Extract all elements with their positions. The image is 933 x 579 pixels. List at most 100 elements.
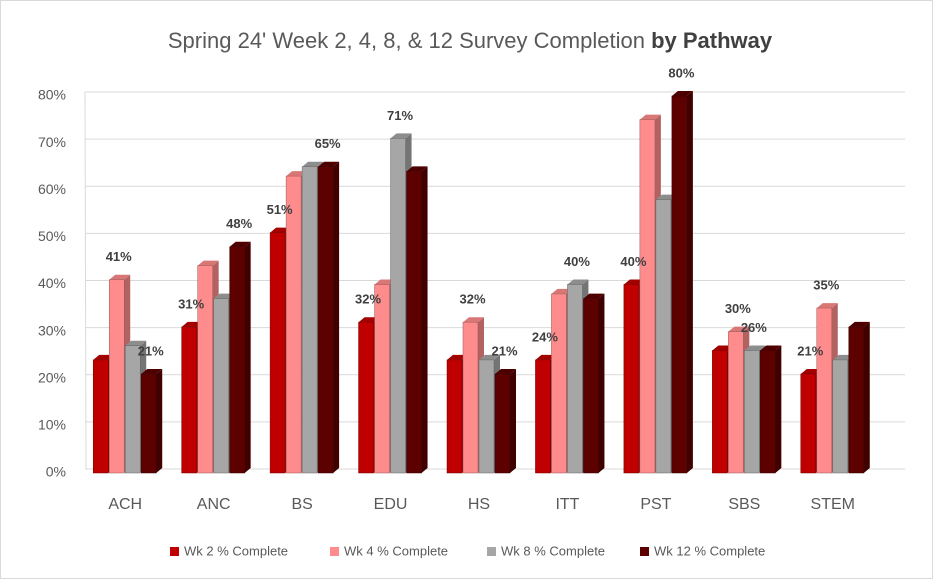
bar-top: [109, 274, 131, 280]
y-tick-label: 0%: [46, 464, 66, 480]
bar-top: [479, 354, 500, 360]
bar: [462, 321, 479, 474]
bar: [406, 171, 422, 474]
bar: [744, 350, 760, 474]
bar-top: [390, 133, 412, 139]
bar: [446, 359, 463, 474]
title-text: Spring 24' Week 2, 4, 8, & 12 Survey Com…: [168, 28, 645, 53]
legend-swatch: [640, 547, 649, 556]
bar: [92, 359, 109, 474]
legend-label: Wk 8 % Complete: [501, 543, 605, 558]
x-tick-label: STEM: [811, 496, 855, 513]
bar: [728, 331, 744, 474]
legend-swatch: [170, 547, 179, 556]
bar-top: [848, 321, 870, 327]
data-label: 71%: [387, 108, 413, 123]
data-label: 30%: [725, 301, 751, 316]
bar: [655, 199, 672, 474]
bar: [390, 138, 406, 474]
bar-top: [583, 293, 605, 299]
bar-top: [760, 345, 782, 351]
legend-swatch: [330, 547, 339, 556]
bar: [848, 326, 865, 474]
bar-top: [406, 166, 428, 172]
y-tick-label: 40%: [38, 275, 66, 291]
bar-top: [318, 161, 340, 167]
y-tick-label: 20%: [38, 369, 66, 385]
bar-side: [775, 345, 782, 473]
bar: [832, 359, 849, 474]
bar: [374, 284, 390, 474]
bar: [213, 298, 229, 474]
bar: [816, 307, 833, 474]
x-tick-label: BS: [291, 496, 312, 513]
bar-top: [302, 161, 324, 167]
y-tick-label: 80%: [38, 87, 66, 103]
x-tick-label: ACH: [108, 496, 142, 513]
bar-top: [125, 340, 147, 346]
bar: [108, 279, 125, 474]
bar: [551, 293, 567, 474]
y-tick-label: 10%: [38, 417, 66, 433]
data-label: 51%: [267, 202, 293, 217]
data-label: 31%: [178, 296, 204, 311]
legend-label: Wk 2 % Complete: [184, 543, 288, 558]
y-tick-label: 70%: [38, 134, 66, 150]
legend-label: Wk 4 % Complete: [344, 543, 448, 558]
x-tick-label: HS: [468, 496, 490, 513]
bar-top: [671, 91, 693, 96]
data-label: 32%: [355, 292, 381, 307]
bar: [269, 232, 286, 474]
chart-title: Spring 24' Week 2, 4, 8, & 12 Survey Com…: [168, 28, 773, 53]
bar: [712, 350, 728, 474]
data-label: 24%: [532, 329, 558, 344]
y-tick-label: 30%: [38, 322, 66, 338]
bar: [181, 326, 197, 474]
data-label: 40%: [620, 254, 646, 269]
bar-side: [333, 161, 340, 473]
data-label: 21%: [138, 343, 164, 358]
bar: [623, 284, 640, 474]
bar-side: [156, 369, 163, 473]
bar: [567, 284, 583, 474]
bar-top: [229, 241, 251, 247]
bar-top: [816, 303, 838, 309]
data-label: 21%: [797, 343, 823, 358]
bar-side: [863, 321, 870, 473]
data-label: 21%: [491, 343, 517, 358]
bar-side: [510, 369, 516, 473]
bar: [301, 166, 318, 474]
bar-top: [463, 317, 484, 323]
data-label: 65%: [315, 136, 341, 151]
y-tick-label: 50%: [38, 228, 66, 244]
bar-side: [686, 91, 693, 473]
legend-label: Wk 12 % Complete: [654, 543, 765, 558]
data-label: 40%: [564, 254, 590, 269]
bar-top: [639, 114, 661, 120]
data-label: 80%: [668, 65, 694, 80]
bar-side: [421, 166, 428, 473]
y-tick-label: 60%: [38, 181, 66, 197]
bar-top: [141, 369, 163, 375]
bar-top: [744, 345, 766, 351]
x-tick-label: ITT: [555, 496, 579, 513]
bar-top: [495, 369, 516, 375]
data-label: 26%: [741, 320, 767, 335]
x-tick-label: PST: [640, 496, 671, 513]
bar: [317, 166, 334, 474]
bar: [197, 265, 213, 474]
bar-side: [598, 293, 605, 473]
bar: [800, 373, 817, 474]
bar-top: [567, 279, 589, 285]
bar-top: [728, 326, 750, 332]
legend-swatch: [487, 547, 496, 556]
bar: [535, 359, 551, 474]
bar-top: [197, 260, 219, 266]
bar: [140, 373, 157, 474]
bar: [358, 321, 374, 474]
bar: [124, 345, 141, 474]
bar: [583, 298, 599, 474]
bar: [229, 246, 245, 474]
